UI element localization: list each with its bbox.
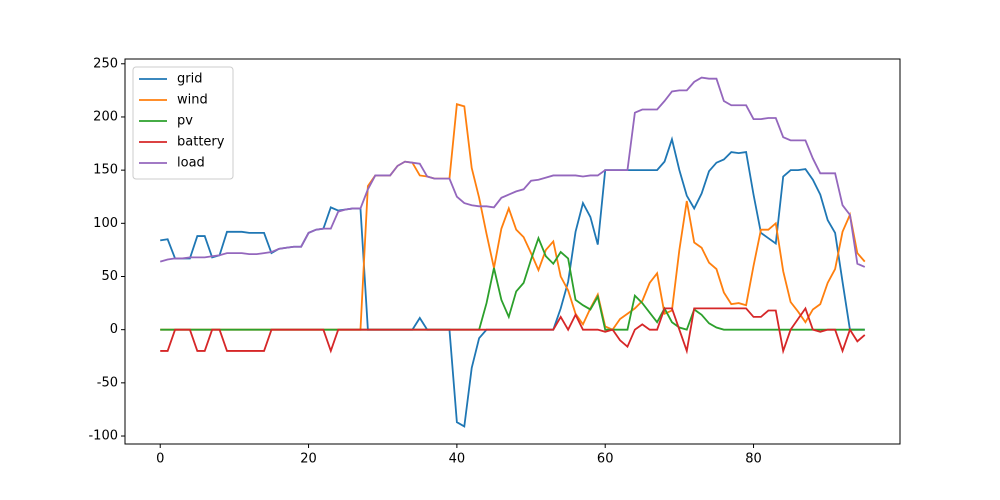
series-line [160, 306, 866, 355]
legend-label: grid [177, 72, 202, 87]
y-tick-label: -100 [88, 429, 118, 444]
plot-frame [124, 58, 901, 445]
y-tick-label: -50 [97, 375, 118, 390]
x-tick-label: 20 [300, 452, 317, 467]
x-tick-label: 0 [156, 452, 164, 467]
series-line [160, 136, 865, 428]
legend-box [132, 66, 234, 180]
x-tick-label: 60 [597, 452, 614, 467]
y-tick-label: 100 [93, 216, 118, 231]
legend-label: pv [177, 114, 193, 129]
y-tick-label: 200 [93, 109, 118, 124]
x-tick-label: 40 [449, 452, 466, 467]
y-tick-label: 150 [93, 163, 118, 178]
series-line [159, 76, 866, 268]
y-tick-label: 50 [101, 269, 118, 284]
x-tick-label: 80 [745, 452, 762, 467]
legend-label: battery [177, 135, 225, 150]
legend-label: wind [177, 93, 208, 108]
legend-label: load [177, 156, 205, 171]
y-tick-label: 250 [93, 56, 118, 71]
y-tick-label: 0 [110, 322, 118, 337]
series-line [160, 103, 866, 331]
